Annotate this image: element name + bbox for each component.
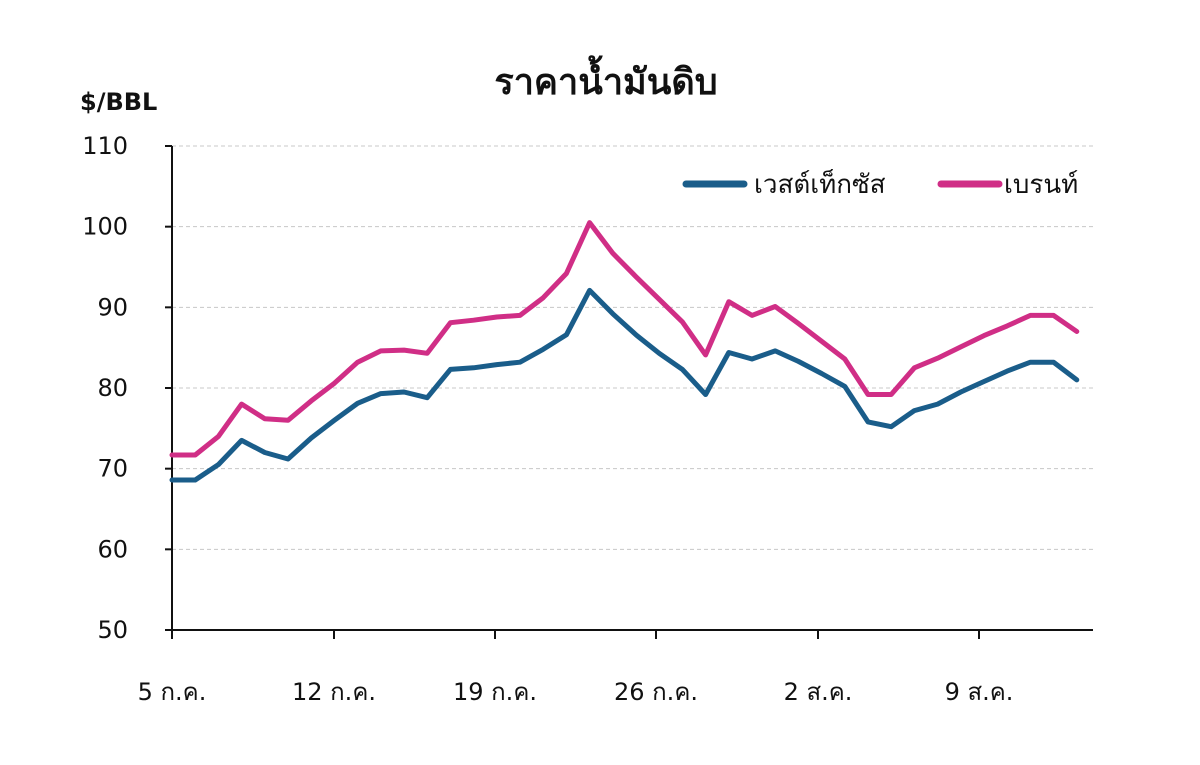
x-tick-label: 2 ส.ค. [784, 678, 853, 706]
x-tick-labels: 5 ก.ค. 12 ก.ค. 19 ก.ค. 26 ก.ค. 2 ส.ค. 9 ส.ค. [138, 630, 1014, 706]
axes [171, 146, 1093, 631]
y-tick-labels: 110 100 90 80 70 60 50 [82, 132, 172, 644]
series-lines [169, 220, 1080, 483]
legend: เวสต์เท็กซัส เบรนท์ [682, 168, 1078, 200]
y-tick-label: 50 [97, 616, 128, 644]
x-tick-label: 5 ก.ค. [138, 678, 207, 706]
x-tick-label: 19 ก.ค. [453, 678, 537, 706]
y-tick-label: 90 [97, 293, 128, 321]
y-tick-label: 70 [97, 455, 128, 483]
series-line-west-texas [169, 287, 1080, 483]
x-tick-label: 26 ก.ค. [614, 678, 698, 706]
legend-label-west-texas: เวสต์เท็กซัส [754, 168, 886, 200]
x-tick-label: 12 ก.ค. [292, 678, 376, 706]
x-tick-label: 9 ส.ค. [945, 678, 1014, 706]
y-tick-label: 100 [82, 213, 128, 241]
chart-title: ราคาน้ำมันดิบ [494, 55, 717, 103]
series-line-brent [169, 220, 1080, 458]
y-axis-unit-label: $/BBL [80, 88, 157, 116]
y-tick-label: 80 [97, 374, 128, 402]
legend-label-brent: เบรนท์ [1004, 170, 1078, 200]
y-tick-label: 60 [97, 535, 128, 563]
y-tick-label: 110 [82, 132, 128, 160]
